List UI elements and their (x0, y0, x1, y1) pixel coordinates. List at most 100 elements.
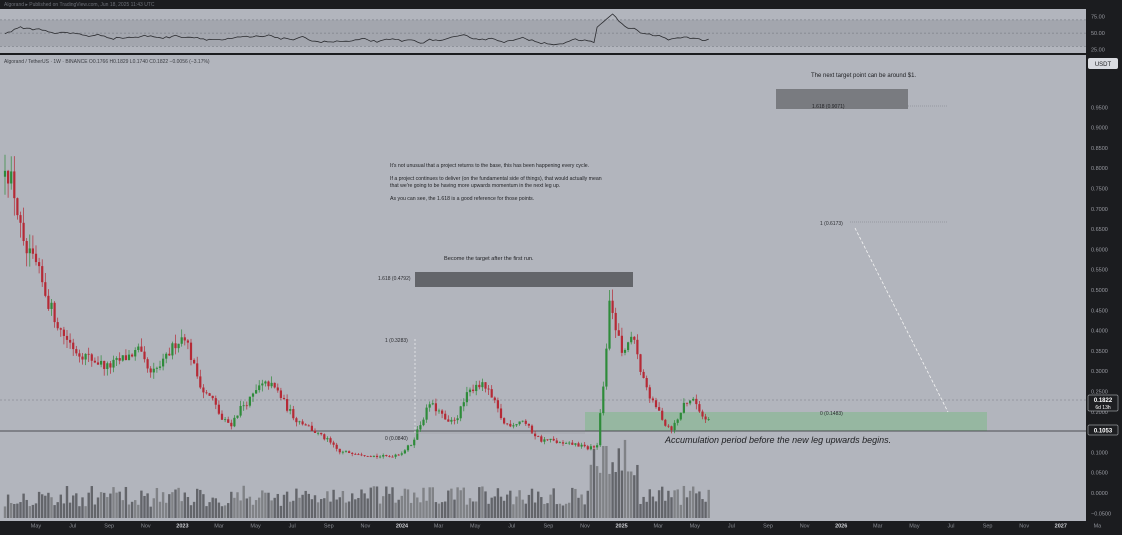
volume-bars (3, 439, 710, 518)
volume-bar (242, 485, 245, 518)
candle-body (41, 266, 44, 283)
candle-body (602, 386, 605, 414)
volume-bar (692, 486, 695, 518)
volume-bar (295, 488, 298, 518)
candle-body (667, 425, 670, 427)
candle (546, 439, 549, 442)
candle (326, 436, 329, 443)
candle (692, 396, 695, 402)
volume-bar (431, 487, 434, 518)
volume-bar (28, 506, 31, 518)
note-line-4: As you can see, the 1.618 is a good refe… (390, 196, 534, 202)
volume-bar (633, 475, 636, 518)
candle (611, 289, 614, 320)
support-price-value: 0.1053 (1094, 429, 1113, 435)
candle (583, 442, 586, 448)
candle-body (258, 385, 261, 391)
candle (177, 343, 180, 353)
candle (261, 379, 264, 392)
candle-body (366, 455, 369, 457)
volume-bar (475, 501, 478, 518)
time-tick-label: Jul (947, 524, 954, 530)
rsi-line (4, 13, 709, 46)
candle-body (251, 393, 255, 397)
candle (406, 444, 410, 452)
time-tick-label: Jul (289, 524, 296, 530)
volume-bar (611, 462, 614, 518)
volume-bar (304, 490, 307, 518)
volume-bar (267, 492, 270, 518)
symbol-legend[interactable]: Algorand / TetherUS · 1W · BINANCE O0.17… (4, 59, 210, 65)
candle (276, 383, 279, 393)
candle (397, 453, 400, 456)
price-axis[interactable] (1086, 9, 1122, 521)
volume-bar (168, 494, 171, 518)
candle-body (558, 442, 561, 444)
rsi-tick-label: 75.00 (1091, 15, 1105, 21)
volume-bar (564, 503, 568, 518)
candle (236, 415, 239, 419)
candle (434, 398, 437, 416)
candle-body (155, 367, 158, 369)
volume-bar (155, 487, 159, 518)
volume-bar (546, 503, 549, 518)
fib-label-right-0: 0 (0.1483) (820, 411, 843, 417)
support-price-badge[interactable] (1087, 424, 1119, 436)
volume-bar (292, 500, 295, 518)
volume-bar (524, 503, 527, 518)
candle (437, 408, 441, 414)
volume-bar (533, 502, 537, 518)
rsi-tick-label: 25.00 (1091, 48, 1105, 54)
candle (524, 419, 527, 426)
candle-body (186, 340, 189, 343)
candle-body (515, 424, 518, 426)
note-line-2: If a project continues to deliver (on th… (390, 176, 602, 182)
candle (199, 369, 202, 390)
candle (592, 445, 596, 450)
candle (214, 395, 217, 410)
volume-bar (78, 506, 81, 518)
volume-bar (413, 492, 416, 518)
candle (685, 402, 689, 407)
candle-body (698, 404, 701, 412)
candle-body (267, 381, 270, 387)
candle-body (468, 389, 472, 393)
last-price-badge[interactable] (1087, 394, 1119, 412)
candle-body (375, 455, 379, 458)
volume-bar (326, 491, 329, 518)
candle-body (109, 363, 112, 368)
volume-bar (84, 506, 87, 518)
time-tick-label: Nov (141, 524, 151, 530)
time-axis[interactable] (0, 521, 1122, 530)
volume-bar (623, 439, 627, 518)
volume-bar (41, 494, 44, 518)
time-tick-label: Jul (728, 524, 735, 530)
volume-bar (50, 497, 53, 518)
candle (468, 387, 472, 397)
candle (478, 380, 481, 390)
candle (620, 327, 623, 357)
volume-bar (626, 471, 630, 518)
candle (50, 298, 53, 316)
candle (617, 323, 620, 336)
currency-badge[interactable] (1088, 58, 1118, 69)
candle (608, 289, 611, 351)
volume-bar (518, 490, 521, 518)
time-tick-label: Sep (983, 524, 993, 530)
time-tick-label: 2024 (396, 524, 409, 530)
candle-body (90, 354, 93, 361)
candle-body (620, 335, 623, 353)
candle (332, 440, 335, 448)
candle-body (658, 407, 661, 411)
candle-body (363, 455, 366, 457)
candle-body (484, 382, 487, 389)
candle (10, 156, 13, 190)
candle (701, 409, 704, 420)
candle-body (180, 337, 183, 344)
candle-body (22, 222, 25, 242)
candle (348, 450, 351, 454)
volume-bar (363, 493, 366, 518)
volume-bar (3, 506, 7, 518)
volume-bar (506, 494, 509, 518)
